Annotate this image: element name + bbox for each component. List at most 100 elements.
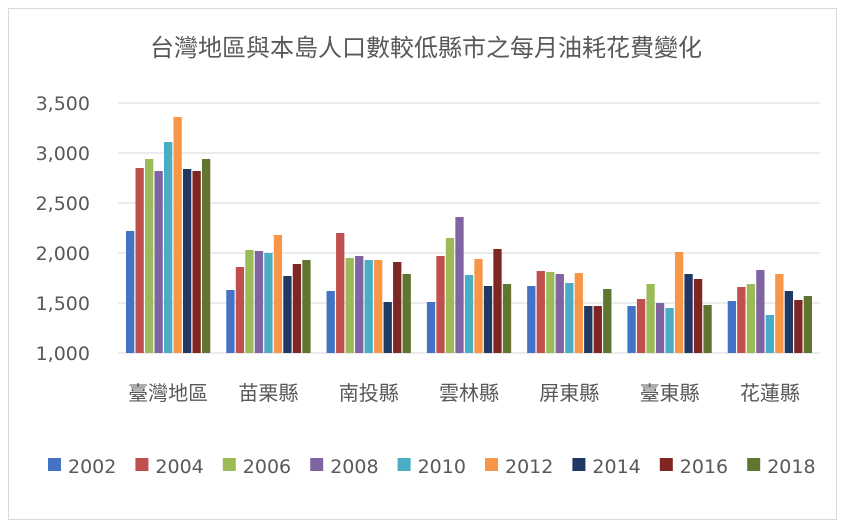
bar-2012-3 (474, 259, 483, 353)
bar-2018-5 (703, 305, 712, 353)
legend-label: 2016 (680, 456, 728, 478)
bar-2010-1 (264, 253, 273, 353)
bar-2004-2 (336, 233, 345, 353)
bar-2008-3 (455, 217, 464, 353)
bar-2004-1 (235, 267, 245, 353)
y-tick-label: 1,500 (36, 293, 90, 315)
bar-2014-3 (483, 286, 493, 353)
legend-swatch-2018 (747, 458, 761, 471)
x-category-label: 花蓮縣 (740, 381, 800, 405)
bar-2002-2 (326, 291, 335, 353)
bar-2016-1 (292, 264, 302, 353)
bar-2006-0 (144, 159, 154, 353)
legend: 2002 2004 2006 2008 2010 2012 2014 2016 2018 (48, 456, 816, 478)
bar-2016-5 (693, 279, 703, 353)
bar-2018-6 (803, 296, 813, 353)
bar-2014-5 (684, 274, 693, 353)
bar-2006-6 (746, 284, 756, 353)
bar-2012-5 (674, 252, 684, 353)
bar-2008-2 (355, 256, 364, 353)
bar-2012-2 (374, 260, 383, 353)
bar-2008-1 (254, 251, 264, 353)
bar-2010-3 (464, 275, 474, 353)
bar-2014-6 (784, 291, 794, 353)
bar-2010-2 (364, 260, 373, 353)
y-tick-label: 2,000 (36, 243, 90, 265)
bar-2002-0 (125, 231, 135, 353)
legend-label: 2014 (592, 456, 640, 478)
bar-2002-6 (727, 301, 737, 353)
chart-title: 台灣地區與本島人口數較低縣市之每月油耗花費變化 (150, 34, 702, 62)
bar-2004-4 (536, 271, 545, 353)
bar-2016-0 (192, 171, 201, 353)
y-tick-label: 2,500 (36, 193, 90, 215)
bar-2016-6 (794, 300, 803, 353)
bar-2004-0 (135, 168, 144, 353)
bar-2016-4 (593, 306, 602, 353)
bar-2006-4 (546, 272, 555, 353)
legend-label: 2012 (505, 456, 553, 478)
bar-2002-5 (627, 306, 636, 353)
y-tick-label: 3,500 (36, 93, 90, 115)
legend-label: 2002 (68, 456, 116, 478)
bar-2002-4 (527, 286, 536, 353)
bar-2002-3 (426, 302, 436, 353)
legend-label: 2004 (155, 456, 203, 478)
legend-swatch-2004 (135, 458, 149, 471)
bar-2014-0 (182, 169, 192, 353)
bar-2012-6 (775, 274, 784, 353)
legend-swatch-2002 (48, 458, 61, 471)
bar-2004-5 (636, 299, 646, 353)
bar-2008-5 (655, 303, 665, 353)
bar-2010-4 (565, 283, 574, 353)
legend-label: 2008 (330, 456, 378, 478)
bar-2010-0 (163, 142, 173, 353)
bar-2008-0 (154, 171, 163, 353)
bar-2016-2 (393, 262, 402, 353)
bar-2018-1 (302, 260, 311, 353)
x-axis: 臺灣地區 苗栗縣 南投縣 雲林縣 屏東縣 臺東縣 花蓮縣 (128, 381, 800, 405)
legend-swatch-2016 (659, 458, 673, 471)
bars (125, 117, 813, 353)
bar-2008-6 (756, 270, 765, 353)
bar-2006-2 (345, 258, 354, 353)
bar-2010-6 (765, 315, 775, 353)
y-tick-label: 3,000 (36, 143, 90, 165)
bar-2012-4 (574, 273, 583, 353)
legend-label: 2010 (418, 456, 466, 478)
bar-2012-1 (273, 235, 283, 353)
bar-2006-5 (646, 284, 655, 353)
bar-2016-3 (493, 249, 502, 353)
x-category-label: 苗栗縣 (238, 381, 298, 405)
x-category-label: 雲林縣 (439, 381, 499, 405)
bar-2010-5 (665, 308, 674, 353)
bar-2006-1 (245, 250, 254, 353)
bar-2018-4 (603, 289, 612, 353)
x-category-label: 臺灣地區 (128, 381, 208, 405)
bar-2018-0 (201, 159, 211, 353)
bar-2012-0 (173, 117, 182, 353)
gridlines (118, 102, 820, 354)
legend-swatch-2008 (310, 458, 324, 471)
x-category-label: 南投縣 (339, 381, 399, 405)
bar-2004-6 (737, 287, 746, 353)
legend-swatch-2006 (222, 458, 236, 471)
legend-swatch-2012 (485, 458, 498, 471)
legend-label: 2006 (243, 456, 291, 478)
bar-2008-4 (555, 274, 564, 353)
x-category-label: 臺東縣 (640, 381, 700, 405)
bar-2018-3 (502, 284, 512, 353)
legend-label: 2018 (767, 456, 815, 478)
bar-2014-4 (584, 306, 593, 353)
legend-swatch-2014 (572, 458, 586, 471)
legend-swatch-2010 (397, 458, 411, 471)
bar-2006-3 (445, 238, 455, 353)
bar-2014-1 (283, 276, 292, 353)
bar-2004-3 (436, 256, 445, 353)
y-tick-label: 1,000 (36, 343, 90, 365)
x-category-label: 屏東縣 (539, 381, 599, 405)
bar-2002-1 (226, 290, 235, 353)
y-axis: 1,000 1,500 2,000 2,500 3,000 3,500 (36, 93, 90, 365)
bar-2018-2 (402, 274, 411, 353)
